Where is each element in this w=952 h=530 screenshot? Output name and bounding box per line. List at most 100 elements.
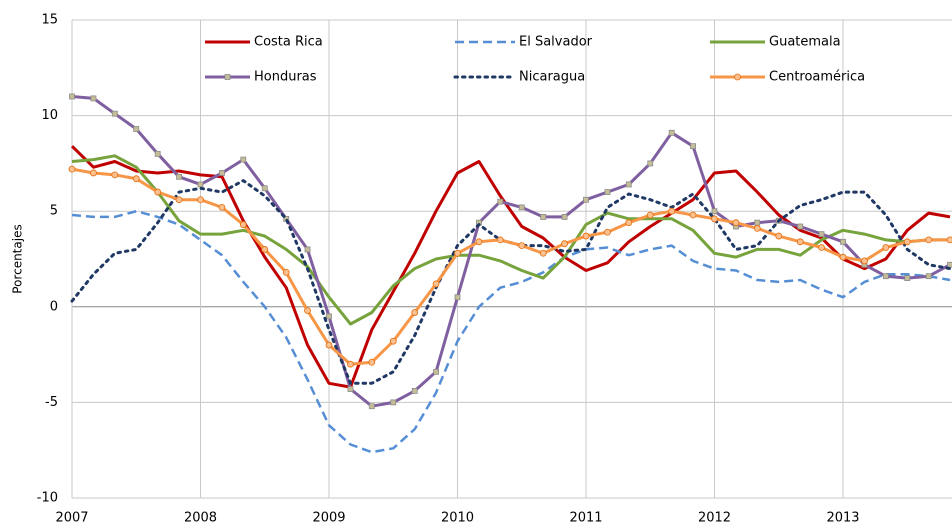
x-tick-label: 2012 [698,511,731,526]
marker [347,386,354,392]
marker [133,126,140,132]
marker [668,129,675,136]
marker [325,341,333,349]
x-tick-label: 2011 [569,511,602,526]
y-tick-label: 0 [50,299,58,314]
marker [882,244,890,251]
legend-label: El Salvador [519,35,593,50]
marker [496,236,504,244]
legend-label: Honduras [254,70,317,85]
marker [540,214,547,220]
y-tick-label: -5 [45,395,58,410]
marker [561,240,568,248]
marker [432,280,440,288]
marker [518,204,525,211]
marker [219,170,225,176]
marker [197,196,204,204]
marker [754,219,761,226]
marker [775,232,783,240]
marker [304,246,311,253]
marker [111,171,119,179]
marker [154,150,161,157]
marker [647,160,654,167]
marker [518,242,526,250]
x-tick-label: 2013 [826,511,859,526]
series-line [71,154,950,326]
series-line [71,167,950,366]
y-tick-label: 15 [41,13,58,28]
marker [111,110,118,117]
marker [711,208,718,215]
marker [925,236,933,244]
marker [861,257,868,265]
marker [582,232,590,240]
marker [732,219,740,227]
marker [368,403,375,410]
marker [240,156,247,163]
marker [903,238,911,246]
marker [947,261,952,268]
marker [539,249,547,257]
marker [154,188,162,196]
marker [261,246,269,253]
marker [239,221,247,228]
y-tick-label: 10 [41,108,58,123]
marker [454,249,461,257]
marker [689,211,697,219]
x-tick-label: 2010 [441,511,474,526]
marker [90,169,97,177]
marker [818,231,825,238]
marker [711,215,718,223]
marker [389,337,397,345]
legend-marker [224,74,231,80]
legend-label: Nicaragua [519,70,585,85]
legend-label: Centroamérica [769,70,865,85]
marker [646,211,654,219]
marker [839,253,847,261]
series-line [71,95,951,408]
marker [797,223,804,230]
x-tick-label: 2007 [55,511,88,526]
marker [411,388,418,394]
marker [90,95,97,102]
y-tick-label: -10 [37,491,58,506]
marker [68,165,76,173]
y-axis-label: Porcentajes [11,224,25,293]
marker [390,399,397,406]
legend-label: Guatemala [769,35,841,50]
marker [368,358,376,366]
marker [69,93,75,100]
marker [411,309,419,316]
marker [218,203,226,211]
marker [132,175,140,183]
marker [668,207,676,215]
series-line [71,209,951,454]
marker [454,294,461,301]
marker [475,238,483,246]
y-tick-label: 5 [50,204,58,219]
x-tick-label: 2009 [312,511,345,526]
marker [497,198,504,205]
marker [625,219,633,227]
x-tick-label: 2008 [184,511,217,526]
marker [347,360,354,368]
legend-label: Costa Rica [254,35,323,50]
marker [753,225,761,232]
marker [326,313,332,320]
marker [175,196,183,204]
marker [946,236,952,244]
marker [433,368,439,375]
marker [904,275,911,282]
marker [176,173,182,180]
marker [583,196,589,203]
marker [690,143,696,150]
marker [561,214,568,220]
marker [604,189,611,195]
marker [604,228,611,236]
marker [840,238,846,245]
marker [304,307,311,315]
marker [925,273,932,280]
marker [261,185,268,192]
